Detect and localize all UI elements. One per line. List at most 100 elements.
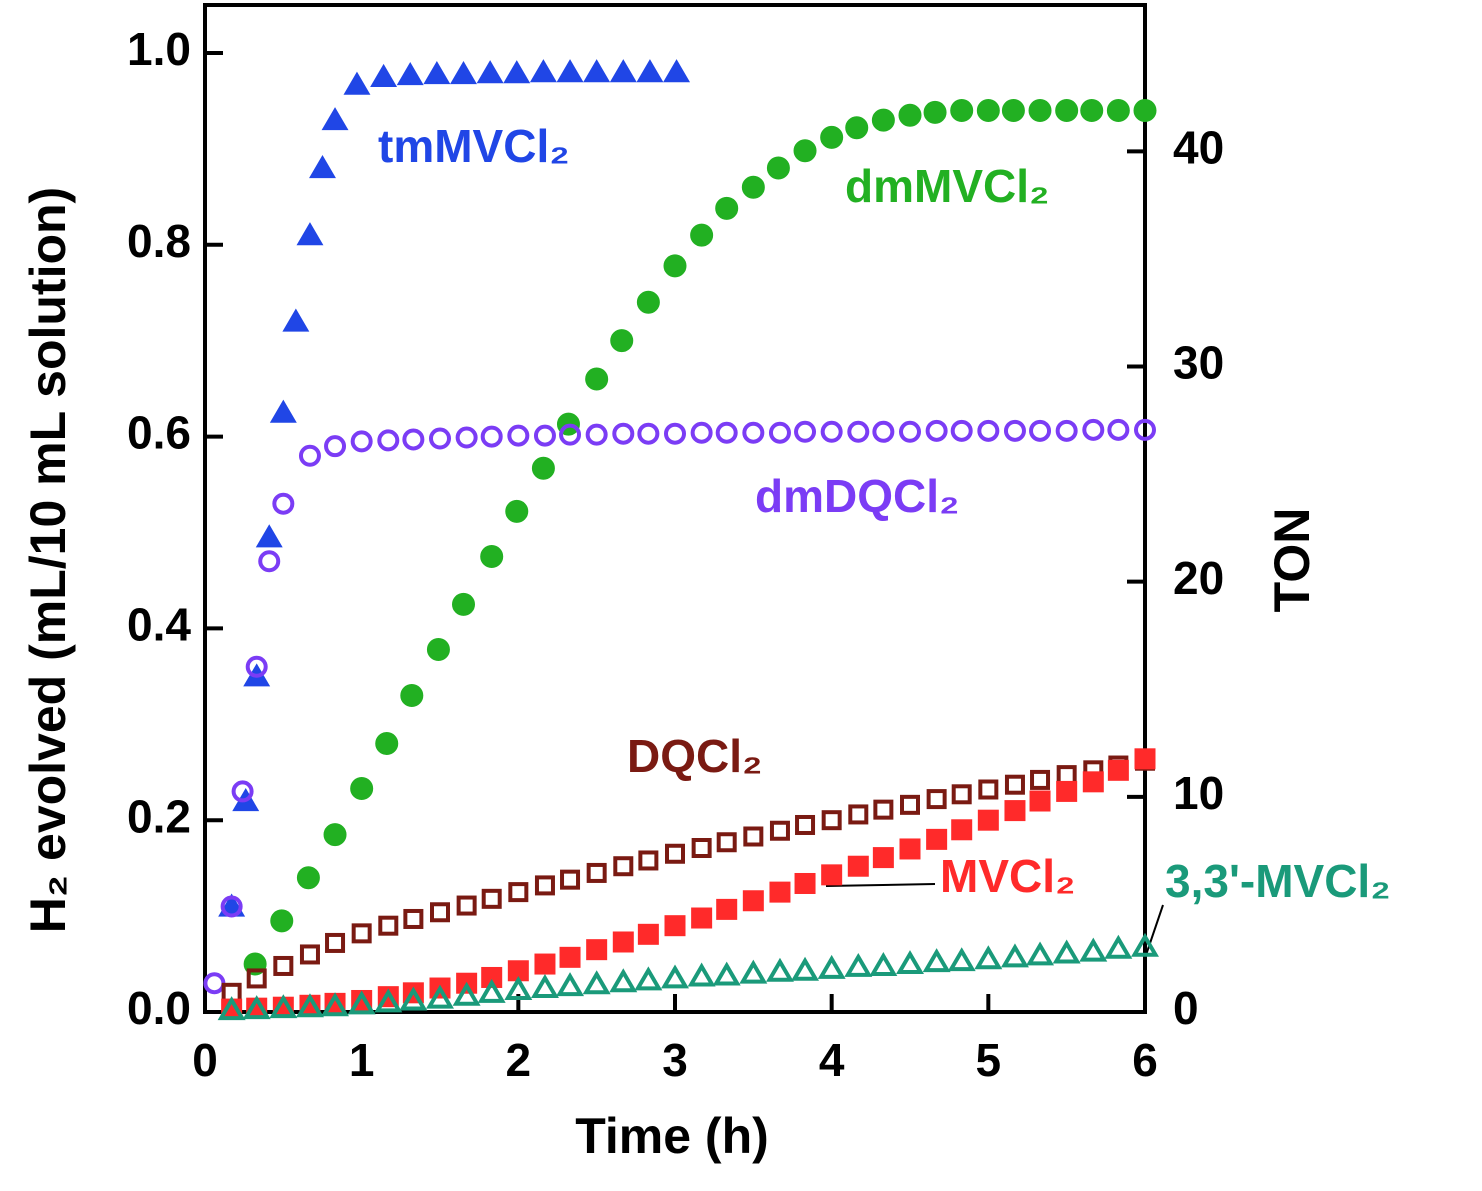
data-point	[296, 866, 320, 890]
data-point	[530, 974, 559, 999]
data-point	[1133, 98, 1157, 122]
data-point	[847, 855, 869, 877]
data-point	[351, 923, 372, 944]
x-tick-label: 1	[349, 1034, 375, 1086]
data-point	[1030, 769, 1051, 790]
data-point	[295, 993, 324, 1018]
data-point	[423, 61, 451, 85]
data-point	[613, 856, 634, 877]
data-point	[634, 966, 663, 991]
data-point	[1107, 759, 1129, 781]
data-point	[976, 98, 1000, 122]
data-point	[430, 902, 450, 923]
data-point	[741, 175, 765, 199]
data-point	[820, 420, 843, 443]
data-point	[821, 810, 842, 831]
data-point	[231, 780, 254, 803]
y2-axis-title: TON	[1264, 508, 1320, 613]
data-point	[873, 799, 894, 820]
data-point	[691, 838, 712, 859]
data-point	[400, 684, 424, 708]
data-point	[769, 881, 791, 903]
data-point	[609, 968, 638, 993]
data-point	[950, 419, 973, 442]
data-point	[480, 544, 504, 568]
data-point	[687, 962, 716, 987]
data-point	[556, 59, 584, 83]
data-point	[325, 932, 346, 953]
series-label: dmMVCl₂	[845, 160, 1049, 212]
data-point	[350, 777, 374, 801]
data-point	[1056, 765, 1077, 786]
data-point	[245, 655, 268, 678]
data-point	[1134, 748, 1156, 770]
data-point	[1052, 939, 1081, 964]
y2-tick-label: 20	[1173, 552, 1224, 604]
data-point	[343, 71, 371, 95]
data-point	[534, 953, 556, 975]
data-point	[610, 329, 634, 353]
pointer-line	[1145, 904, 1164, 956]
data-point	[637, 422, 660, 445]
data-point	[715, 421, 738, 444]
y2-tick-label: 0	[1173, 982, 1199, 1034]
y2-tick-label: 40	[1173, 121, 1224, 173]
data-point	[1107, 418, 1130, 441]
data-point	[661, 964, 689, 989]
data-point	[977, 809, 999, 831]
data-point	[559, 946, 581, 968]
data-point	[765, 957, 794, 982]
data-point	[869, 951, 898, 976]
data-point	[769, 820, 790, 841]
data-point	[691, 907, 713, 929]
data-point	[559, 423, 582, 446]
data-point	[455, 426, 478, 449]
data-point	[690, 421, 713, 444]
data-point	[1029, 419, 1052, 442]
data-point	[217, 996, 246, 1021]
data-point	[585, 367, 609, 391]
data-point	[1029, 790, 1051, 812]
data-point	[665, 843, 685, 864]
data-point	[1080, 98, 1104, 122]
data-point	[298, 444, 321, 467]
data-point	[663, 59, 691, 83]
data-point	[1028, 98, 1052, 122]
data-point	[978, 779, 999, 800]
data-point	[321, 992, 350, 1017]
data-point	[456, 895, 477, 916]
data-point	[426, 984, 454, 1009]
data-point	[1082, 771, 1104, 793]
y-tick-label: 0.4	[127, 599, 191, 651]
data-point	[507, 424, 530, 447]
data-point	[309, 155, 336, 179]
data-point	[1003, 419, 1026, 442]
data-point	[1026, 941, 1055, 966]
data-point	[794, 420, 817, 443]
data-point	[269, 399, 297, 423]
data-point	[716, 832, 737, 853]
data-point	[742, 421, 765, 444]
data-point	[766, 156, 790, 180]
y2-tick-label: 30	[1173, 337, 1224, 389]
data-point	[899, 420, 921, 443]
data-point	[898, 103, 922, 127]
data-point	[821, 864, 843, 886]
data-point	[926, 789, 947, 810]
data-point	[481, 966, 503, 988]
data-point	[817, 954, 846, 979]
series-label: dmDQCl₂	[755, 470, 959, 522]
series-label: 3,3'-MVCl₂	[1165, 855, 1391, 907]
data-point	[378, 915, 399, 936]
data-point	[872, 847, 894, 869]
data-point	[612, 931, 634, 953]
data-point	[370, 63, 398, 88]
data-point	[477, 978, 506, 1003]
y-axis-title: H₂ evolved (mL/10 mL solution)	[20, 187, 76, 933]
data-point	[402, 428, 425, 451]
data-point	[452, 981, 481, 1006]
data-point	[533, 424, 556, 447]
y-tick-label: 0.8	[127, 215, 191, 267]
data-point	[480, 425, 503, 448]
